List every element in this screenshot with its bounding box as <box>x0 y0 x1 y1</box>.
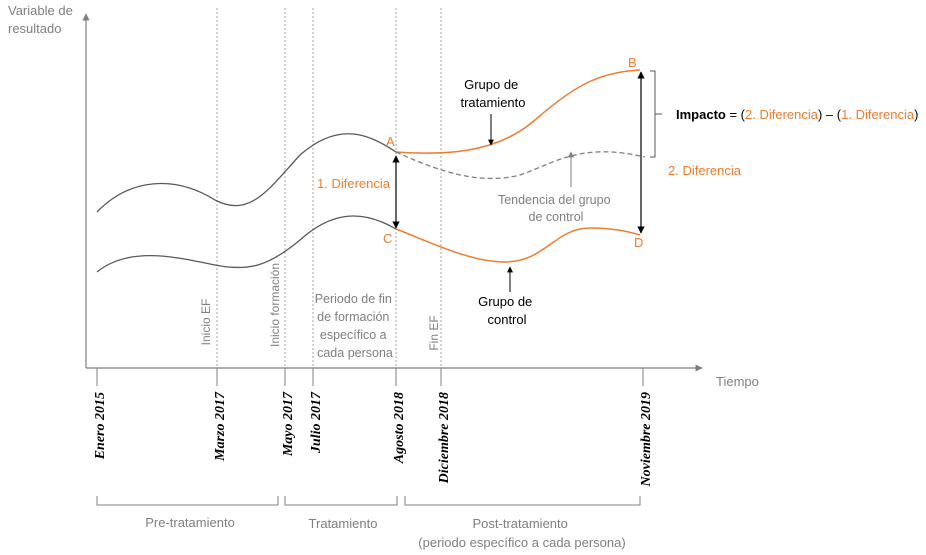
phase-tratamiento-label: Tratamiento <box>309 516 378 531</box>
phase-pre-label: Pre-tratamiento <box>145 515 235 530</box>
x-ticks <box>96 368 644 386</box>
date-enero-2015: Enero 2015 <box>93 392 108 460</box>
date-julio-2017: Julio 2017 <box>309 391 324 454</box>
point-b-label: B <box>628 55 637 70</box>
marker-label-inicio-formacion: Inicio formación <box>268 263 282 347</box>
phase-brackets <box>96 496 641 506</box>
grupo-control-label: Grupo de control <box>478 294 536 327</box>
treatment-curve-post <box>395 69 641 154</box>
x-axis-label: Tiempo <box>716 374 759 389</box>
date-marzo-2017: Marzo 2017 <box>213 391 228 462</box>
point-d-label: D <box>634 235 643 250</box>
tendencia-label: Tendencia del grupo de control <box>498 193 614 224</box>
date-diciembre-2018: Diciembre 2018 <box>437 392 452 484</box>
date-agosto-2018: Agosto 2018 <box>392 392 407 464</box>
marker-label-inicio-ef: Inicio EF <box>199 299 213 346</box>
date-noviembre-2019: Noviembre 2019 <box>639 392 654 487</box>
point-c-label: C <box>383 231 392 246</box>
point-a-label: A <box>386 134 395 149</box>
grupo-tratamiento-label: Grupo de tratamiento <box>460 77 525 110</box>
y-axis-label: Variable de resultado <box>8 3 76 36</box>
date-labels: Enero 2015 Marzo 2017 Mayo 2017 Julio 20… <box>93 391 654 487</box>
impact-formula: Impacto = (2. Diferencia) – (1. Diferenc… <box>676 107 918 122</box>
control-curve-post <box>395 227 641 263</box>
treatment-curve-pre <box>96 133 397 213</box>
impact-bracket <box>650 70 662 158</box>
date-mayo-2017: Mayo 2017 <box>281 391 296 457</box>
marker-label-periodo-fin: Periodo de fin de formación específico a… <box>315 292 396 360</box>
control-curve-pre <box>96 215 397 273</box>
diferencia-1-label: 1. Diferencia <box>317 176 391 191</box>
marker-label-fin-ef: Fin EF <box>427 315 441 350</box>
diferencia-2-label: 2. Diferencia <box>668 163 742 178</box>
control-trend-counterfactual <box>395 151 646 180</box>
phase-post-label: Post-tratamiento (periodo específico a c… <box>418 516 625 550</box>
